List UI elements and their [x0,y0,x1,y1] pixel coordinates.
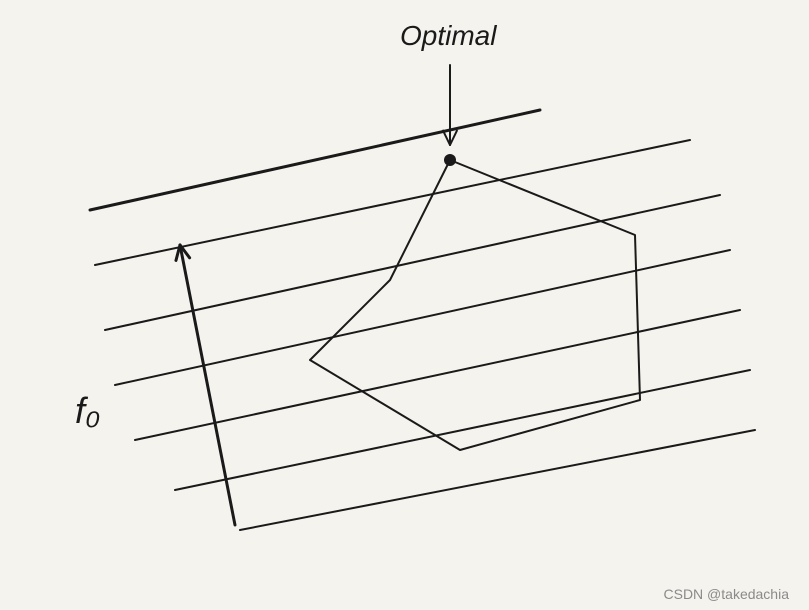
sketch-canvas [0,0,809,610]
watermark-text: CSDN @takedachia [664,586,790,602]
level-set-lines [90,110,755,530]
optimal-pointer-arrow [443,65,457,145]
optimal-label: Optimal [400,20,496,52]
f0-axis-label: f₀ [75,390,100,432]
optimal-point-marker [444,154,456,166]
